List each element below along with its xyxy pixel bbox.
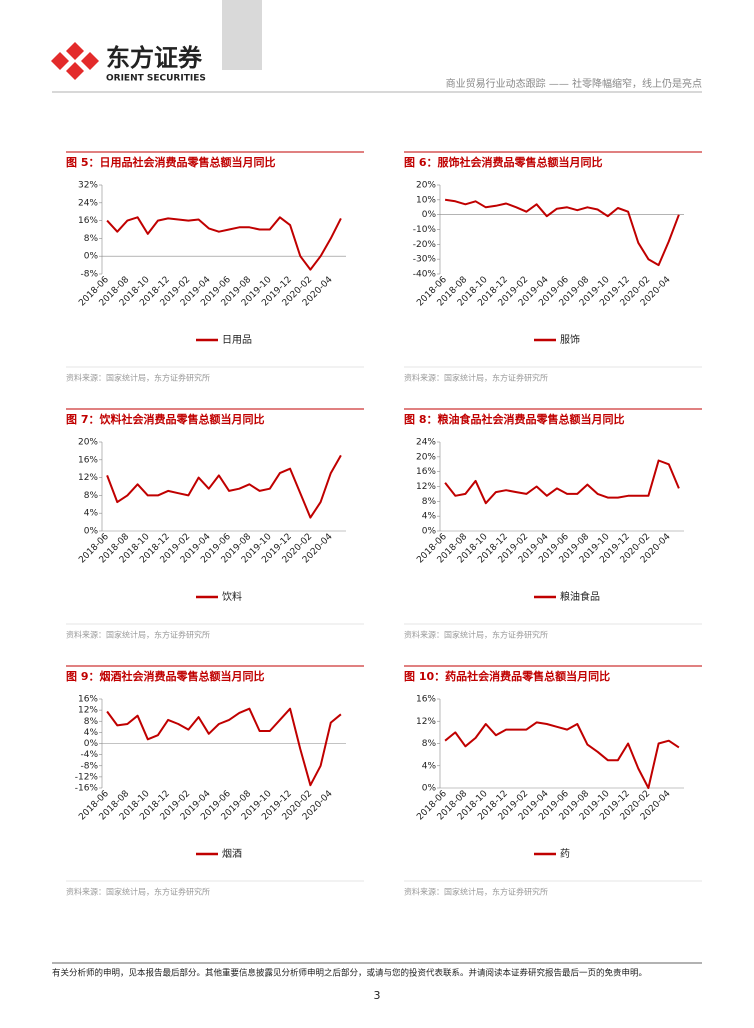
data-line (106, 707, 342, 787)
y-tick-label: 20% (416, 452, 436, 462)
chart-title: 图 6：服饰社会消费品零售总额当月同比 (404, 155, 602, 169)
legend-label: 烟酒 (222, 847, 242, 860)
y-tick-label: -8% (80, 270, 98, 280)
y-tick-label: 12% (416, 717, 436, 727)
logo-mark (51, 42, 99, 80)
y-tick-label: 8% (84, 717, 99, 727)
y-tick-label: 0% (422, 210, 437, 220)
y-tick-label: -4% (80, 750, 98, 760)
y-tick-label: 0% (84, 739, 99, 749)
y-tick-label: 4% (422, 512, 437, 522)
header-block (222, 0, 262, 70)
y-tick-label: 8% (84, 234, 99, 244)
y-tick-label: 4% (84, 728, 99, 738)
y-tick-label: 4% (84, 509, 99, 519)
source: 资料来源：国家统计局，东方证券研究所 (66, 373, 210, 383)
page-number: 3 (374, 989, 381, 1002)
data-line (106, 216, 342, 271)
y-tick-label: 12% (78, 706, 98, 716)
y-tick-label: -10% (413, 225, 437, 235)
y-tick-label: 32% (78, 181, 98, 191)
y-tick-label: 16% (78, 695, 98, 705)
legend-label: 药 (560, 848, 570, 860)
y-tick-label: -8% (80, 761, 98, 771)
logo-en: ORIENT SECURITIES (106, 74, 206, 84)
y-tick-label: 16% (78, 455, 98, 465)
source: 资料来源：国家统计局，东方证券研究所 (404, 887, 548, 897)
y-tick-label: 20% (78, 438, 98, 448)
y-tick-label: 8% (84, 491, 99, 501)
source: 资料来源：国家统计局，东方证券研究所 (404, 373, 548, 383)
chart-title: 图 8：粮油食品社会消费品零售总额当月同比 (404, 412, 624, 426)
chart-title: 图 5：日用品社会消费品零售总额当月同比 (66, 155, 275, 169)
disclaimer: 有关分析师的申明，见本报告最后部分。其他重要信息披露见分析师申明之后部分，或请与… (52, 968, 647, 979)
y-tick-label: 8% (422, 497, 437, 507)
y-tick-label: 24% (78, 198, 98, 208)
data-line (444, 459, 680, 505)
y-tick-label: -30% (413, 255, 437, 265)
chart-title: 图 7：饮料社会消费品零售总额当月同比 (66, 412, 264, 426)
y-tick-label: 10% (416, 195, 436, 205)
y-tick-label: -12% (75, 772, 99, 782)
data-line (444, 198, 680, 267)
source: 资料来源：国家统计局，东方证券研究所 (404, 630, 548, 640)
y-tick-label: 12% (416, 482, 436, 492)
legend-label: 服饰 (560, 333, 580, 346)
legend-label: 粮油食品 (560, 590, 600, 603)
report-title: 商业贸易行业动态跟踪 —— 社零降幅缩窄，线上仍是亮点 (446, 77, 702, 90)
source: 资料来源：国家统计局，东方证券研究所 (66, 630, 210, 640)
y-tick-label: 16% (78, 216, 98, 226)
chart-title: 图 9：烟酒社会消费品零售总额当月同比 (66, 669, 264, 683)
logo-cn: 东方证券 (106, 44, 203, 72)
y-tick-label: 0% (84, 527, 99, 537)
y-tick-label: 16% (416, 467, 436, 477)
data-line (444, 721, 680, 789)
y-tick-label: -40% (413, 270, 437, 280)
y-tick-label: -20% (413, 240, 437, 250)
y-tick-label: -16% (75, 784, 99, 794)
y-tick-label: 0% (422, 527, 437, 537)
y-tick-label: 8% (422, 739, 437, 749)
y-tick-label: 24% (416, 438, 436, 448)
y-tick-label: 16% (416, 695, 436, 705)
y-tick-label: 12% (78, 473, 98, 483)
y-tick-label: 4% (422, 761, 437, 771)
y-tick-label: 0% (422, 784, 437, 794)
chart-title: 图 10：药品社会消费品零售总额当月同比 (404, 669, 610, 683)
legend-label: 日用品 (222, 334, 252, 346)
source: 资料来源：国家统计局，东方证券研究所 (66, 887, 210, 897)
data-line (106, 454, 342, 519)
legend-label: 饮料 (222, 590, 242, 603)
y-tick-label: 20% (416, 181, 436, 191)
y-tick-label: 0% (84, 252, 99, 262)
